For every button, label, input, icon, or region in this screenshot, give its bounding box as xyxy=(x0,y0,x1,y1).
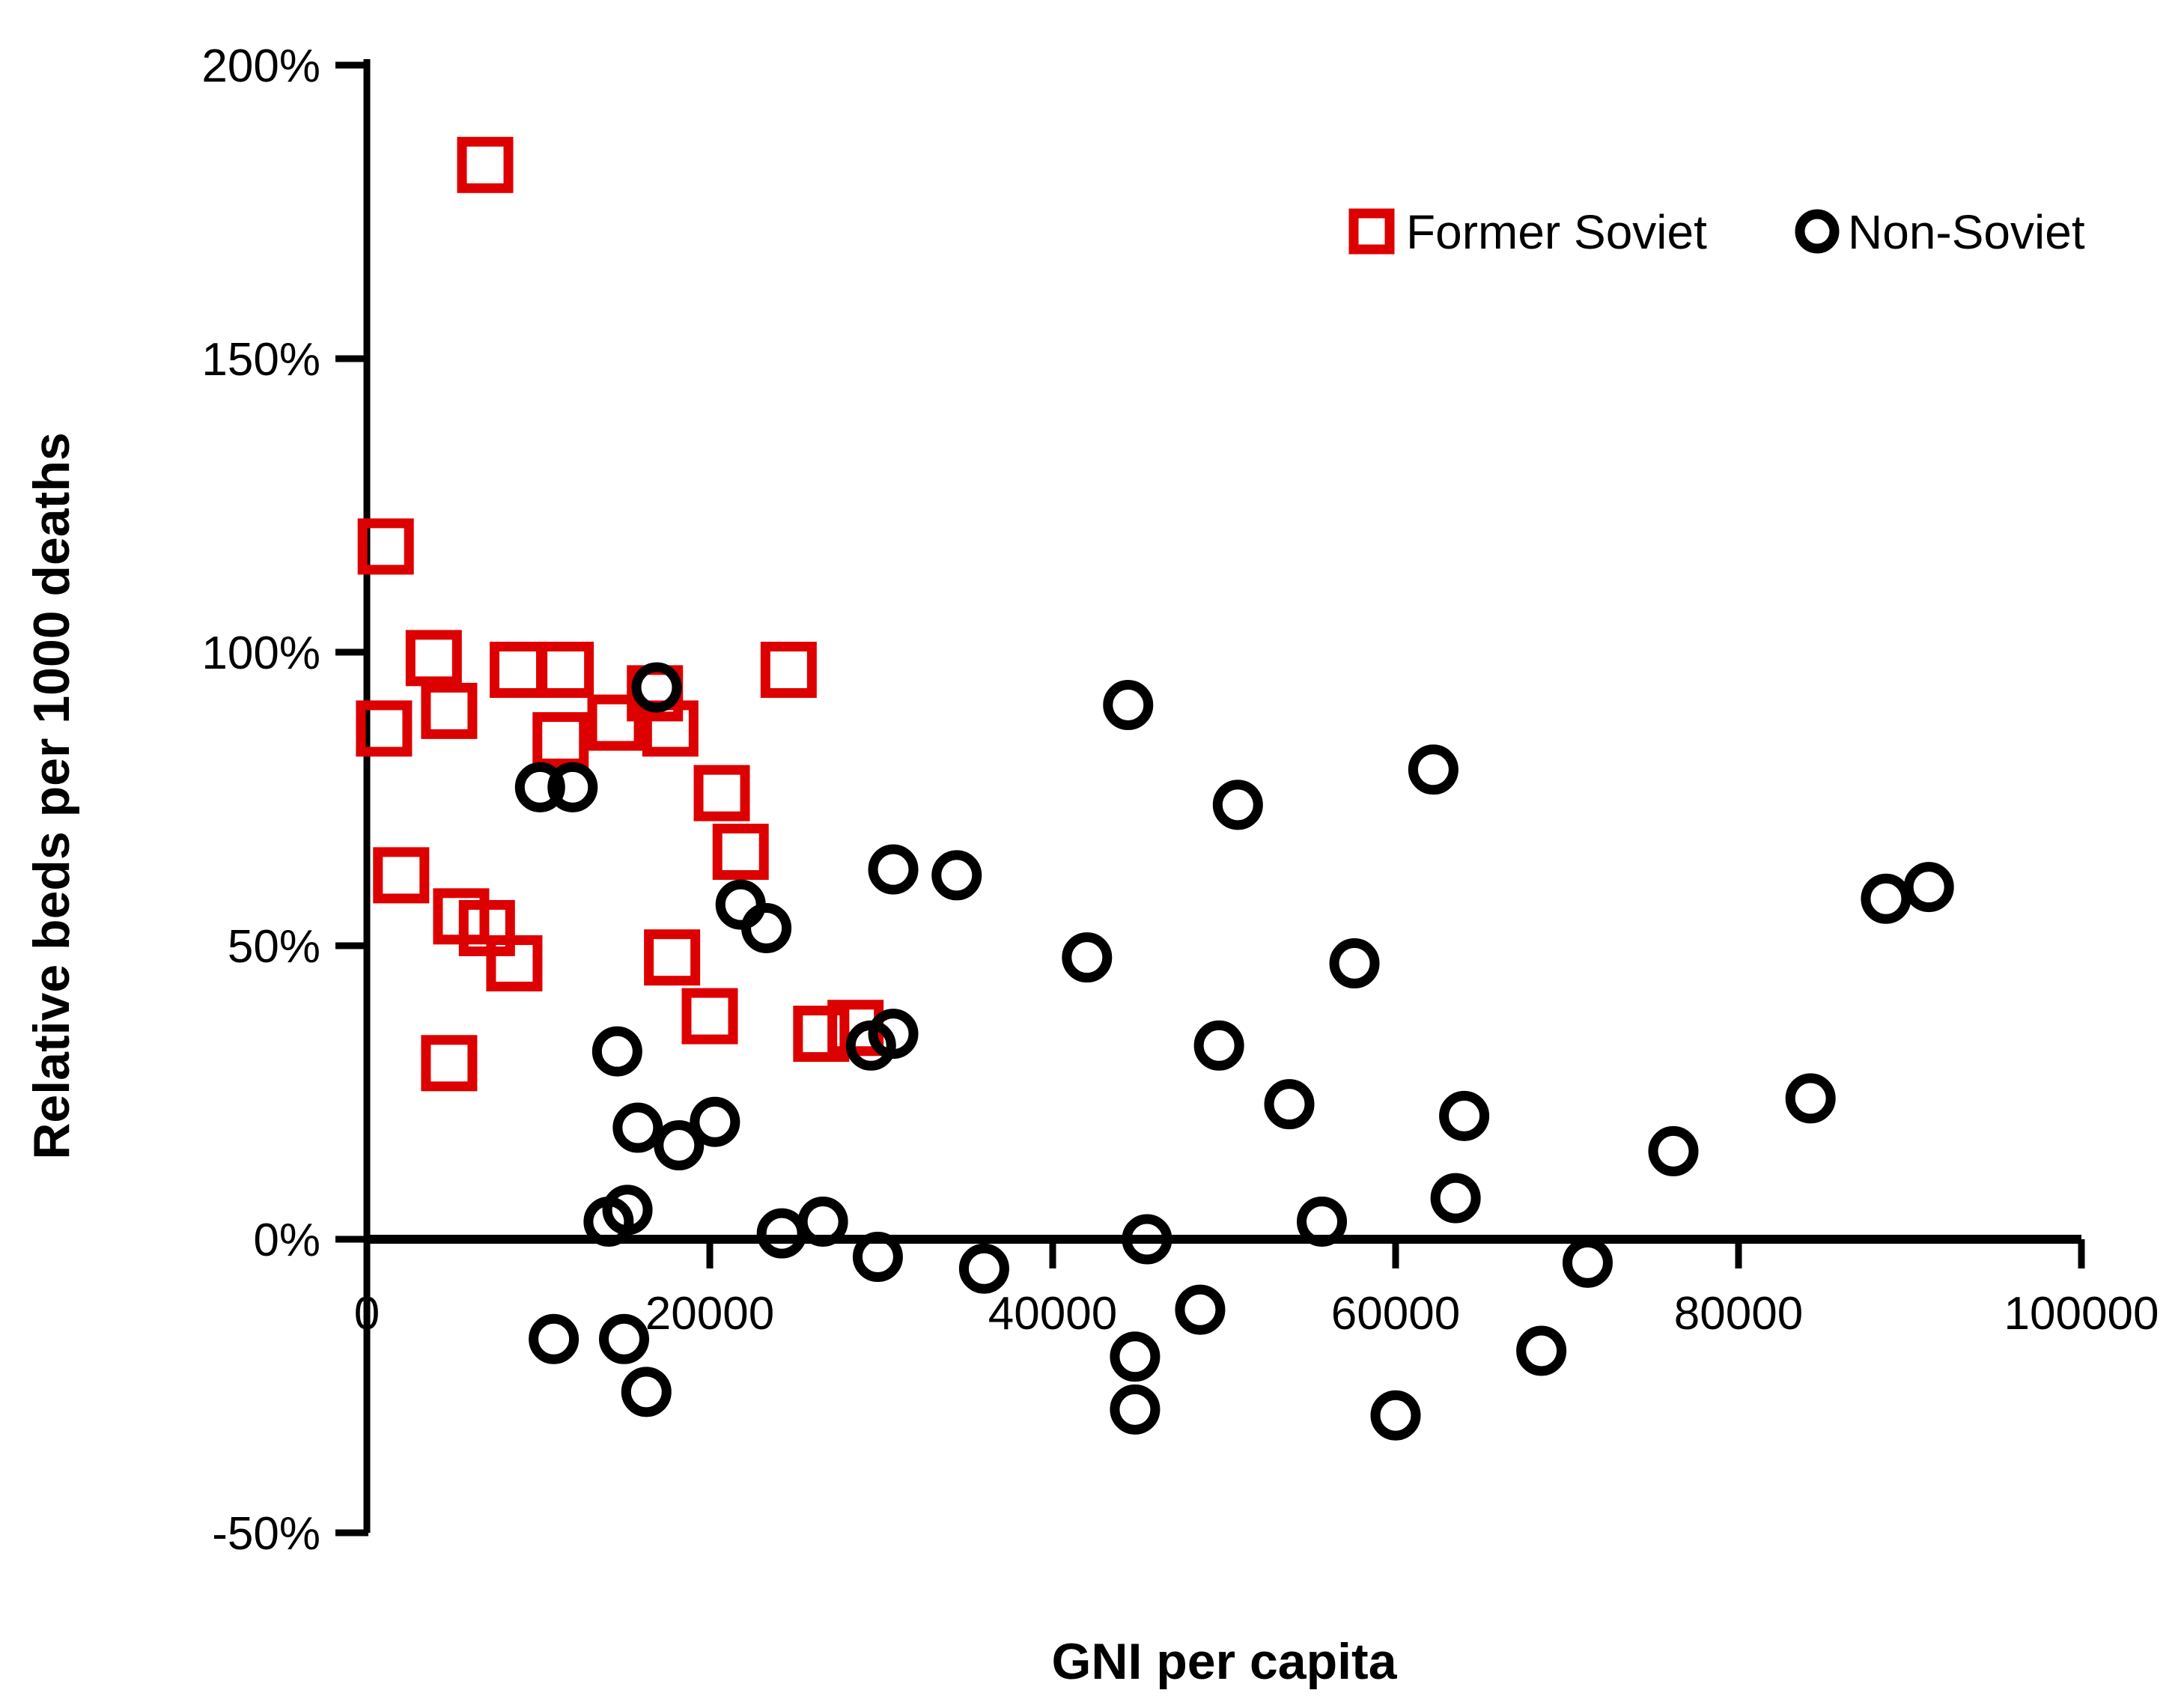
data-point-non-soviet xyxy=(715,879,766,930)
data-point-non-soviet xyxy=(931,850,982,901)
x-tick-label: 0 xyxy=(354,1288,380,1340)
data-point-non-soviet xyxy=(1103,680,1154,731)
legend-former-soviet-marker-icon xyxy=(1348,208,1395,255)
data-point-non-soviet xyxy=(654,1120,705,1171)
x-axis-ticks xyxy=(706,1239,2085,1268)
data-point-non-soviet xyxy=(1062,932,1113,983)
x-tick-label: 60000 xyxy=(1331,1288,1460,1340)
data-point-non-soviet xyxy=(1648,1125,1699,1176)
x-tick-label: 20000 xyxy=(645,1288,774,1340)
data-point-former-soviet xyxy=(793,1006,850,1063)
y-tick-label: 0% xyxy=(253,1215,320,1266)
data-point-former-soviet xyxy=(712,824,769,881)
y-tick-label: -50% xyxy=(212,1508,320,1560)
y-tick-label: 100% xyxy=(201,627,320,679)
data-point-non-soviet xyxy=(591,1026,642,1077)
data-point-former-soviet xyxy=(538,642,594,699)
data-point-non-soviet xyxy=(1175,1284,1226,1335)
data-point-non-soviet xyxy=(741,902,792,953)
legend-non-soviet-label: Non-Soviet xyxy=(1848,205,2085,259)
data-point-non-soviet xyxy=(1562,1237,1613,1288)
data-point-non-soviet xyxy=(845,1020,896,1071)
data-point-non-soviet xyxy=(1264,1079,1315,1130)
data-point-former-soviet xyxy=(587,694,644,751)
data-point-former-soviet xyxy=(486,935,543,992)
x-axis-title: GNI per capita xyxy=(1051,1633,1397,1690)
data-point-non-soviet xyxy=(1110,1384,1161,1435)
data-point-non-soviet xyxy=(1785,1073,1836,1124)
x-axis: 0 20000 40000 60000 80000 100000 xyxy=(354,1235,2159,1340)
data-point-non-soviet xyxy=(958,1243,1009,1294)
data-point-non-soviet xyxy=(621,1367,672,1417)
y-tick-label: 150% xyxy=(201,334,320,386)
y-tick-label: 50% xyxy=(228,921,320,973)
data-point-non-soviet xyxy=(690,1096,740,1147)
data-point-former-soviet xyxy=(532,712,589,769)
y-axis-tick-labels: 200% 150% 100% 50% 0% -50% xyxy=(201,40,320,1560)
data-point-non-soviet xyxy=(1297,1196,1348,1247)
legend: Former Soviet Non-Soviet xyxy=(1348,205,2085,259)
data-point-non-soviet xyxy=(514,762,565,812)
data-point-non-soviet xyxy=(1370,1390,1421,1441)
plot-points xyxy=(356,136,1954,1441)
y-axis-ticks xyxy=(335,61,368,1537)
data-point-former-soviet xyxy=(357,518,414,575)
data-point-non-soviet xyxy=(1212,779,1263,830)
y-tick-label: 200% xyxy=(201,40,320,92)
data-point-non-soviet xyxy=(547,762,598,812)
data-point-non-soviet xyxy=(1430,1173,1481,1224)
data-point-former-soviet xyxy=(693,765,750,821)
data-point-former-soviet xyxy=(405,630,462,687)
data-point-former-soviet xyxy=(457,136,514,193)
data-point-former-soviet xyxy=(681,988,738,1045)
data-point-former-soviet xyxy=(760,642,817,699)
data-point-non-soviet xyxy=(868,844,919,895)
data-point-non-soviet xyxy=(599,1313,649,1364)
legend-non-soviet-marker-icon xyxy=(1795,209,1840,254)
data-point-non-soviet xyxy=(1408,744,1458,795)
y-axis: 200% 150% 100% 50% 0% -50% xyxy=(201,40,371,1560)
data-point-former-soviet xyxy=(644,929,701,986)
data-point-non-soviet xyxy=(1193,1020,1244,1071)
data-point-non-soviet xyxy=(756,1208,807,1259)
data-point-non-soviet xyxy=(583,1196,634,1247)
x-tick-label: 80000 xyxy=(1674,1288,1803,1340)
x-tick-label: 100000 xyxy=(2004,1288,2159,1340)
data-point-non-soviet xyxy=(1110,1331,1161,1382)
data-point-non-soviet xyxy=(631,662,682,713)
legend-former-soviet-label: Former Soviet xyxy=(1406,205,1707,259)
data-point-non-soviet xyxy=(1439,1090,1490,1141)
data-point-former-soviet xyxy=(421,1035,478,1092)
data-point-non-soviet xyxy=(1861,873,1911,924)
data-point-former-soviet xyxy=(421,682,478,739)
data-point-former-soviet xyxy=(356,700,413,757)
data-point-former-soviet xyxy=(373,847,430,904)
data-point-non-soviet xyxy=(612,1102,663,1153)
y-axis-title: Relative beds per 1000 deaths xyxy=(23,432,80,1159)
data-point-non-soviet xyxy=(1516,1325,1567,1376)
x-tick-label: 40000 xyxy=(988,1288,1117,1340)
x-axis-tick-labels: 0 20000 40000 60000 80000 100000 xyxy=(354,1288,2159,1340)
data-point-non-soviet xyxy=(529,1313,580,1364)
data-point-former-soviet xyxy=(490,642,547,699)
data-point-non-soviet xyxy=(1329,938,1380,989)
data-point-non-soviet xyxy=(1122,1214,1172,1265)
data-point-non-soviet xyxy=(1903,862,1954,913)
data-point-non-soviet xyxy=(852,1232,903,1283)
